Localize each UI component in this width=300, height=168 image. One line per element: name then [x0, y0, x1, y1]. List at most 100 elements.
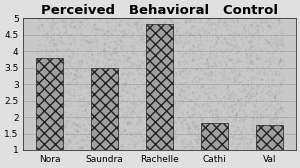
Point — [85, 68, 90, 71]
Point — [109, 26, 113, 28]
Point — [137, 72, 142, 75]
Point — [137, 130, 142, 133]
Point — [100, 137, 105, 139]
Point — [48, 29, 52, 32]
Point — [130, 110, 134, 112]
Point — [129, 137, 134, 139]
Point — [222, 140, 227, 143]
Point — [167, 24, 172, 27]
Point — [154, 20, 159, 23]
Point — [88, 52, 93, 55]
Point — [274, 136, 278, 138]
Point — [262, 74, 267, 77]
Point — [68, 140, 73, 143]
Point — [196, 58, 200, 61]
Point — [62, 60, 67, 63]
Point — [88, 147, 93, 150]
Point — [274, 117, 279, 119]
Point — [65, 99, 70, 102]
Point — [233, 82, 238, 85]
Point — [47, 107, 52, 110]
Point — [112, 94, 117, 97]
Point — [137, 115, 142, 118]
Point — [199, 27, 203, 30]
Point — [51, 46, 56, 48]
Point — [50, 72, 55, 75]
Point — [163, 99, 168, 102]
Point — [100, 113, 105, 116]
Point — [116, 92, 121, 94]
Point — [45, 31, 50, 34]
Point — [71, 133, 76, 136]
Point — [111, 48, 116, 50]
Point — [98, 79, 103, 81]
Point — [221, 76, 226, 79]
Point — [94, 31, 99, 34]
Point — [260, 26, 265, 29]
Point — [115, 87, 119, 90]
Point — [74, 75, 78, 78]
Point — [193, 125, 198, 128]
Point — [230, 44, 235, 47]
Point — [214, 36, 219, 38]
Point — [238, 70, 243, 72]
Point — [59, 129, 64, 131]
Point — [119, 85, 124, 88]
Point — [254, 92, 259, 95]
Point — [187, 49, 191, 52]
Point — [66, 61, 71, 64]
Point — [72, 39, 77, 42]
Point — [38, 124, 43, 126]
Point — [74, 129, 79, 132]
Point — [254, 101, 258, 104]
Point — [159, 105, 164, 108]
Point — [54, 104, 59, 106]
Point — [87, 90, 92, 93]
Point — [199, 117, 204, 120]
Point — [234, 77, 239, 79]
Point — [142, 52, 146, 55]
Point — [123, 84, 128, 87]
Point — [226, 144, 230, 146]
Point — [277, 121, 282, 124]
Point — [205, 125, 210, 128]
Point — [184, 21, 188, 23]
Point — [132, 52, 136, 55]
Point — [247, 97, 252, 100]
Point — [134, 66, 139, 68]
Point — [52, 128, 57, 131]
Point — [202, 71, 207, 73]
Point — [61, 141, 66, 144]
Point — [190, 122, 195, 125]
Point — [247, 100, 252, 103]
Point — [142, 64, 147, 66]
Point — [140, 121, 145, 124]
Point — [267, 42, 272, 45]
Point — [241, 138, 246, 141]
Point — [162, 146, 167, 149]
Point — [276, 38, 281, 41]
Point — [93, 96, 98, 98]
Point — [87, 49, 92, 51]
Point — [269, 146, 274, 148]
Point — [259, 90, 263, 93]
Point — [278, 139, 283, 142]
Point — [148, 131, 153, 134]
Point — [120, 99, 125, 101]
Point — [77, 100, 82, 103]
Point — [211, 127, 216, 130]
Point — [146, 119, 150, 122]
Point — [137, 109, 142, 111]
Point — [144, 74, 149, 77]
Point — [50, 84, 55, 86]
Point — [187, 69, 192, 71]
Point — [278, 59, 283, 61]
Point — [163, 99, 167, 101]
Point — [96, 66, 101, 69]
Point — [218, 61, 222, 64]
Point — [219, 90, 224, 93]
Point — [258, 36, 262, 39]
Point — [126, 56, 131, 58]
Point — [67, 61, 72, 64]
Point — [144, 42, 149, 45]
